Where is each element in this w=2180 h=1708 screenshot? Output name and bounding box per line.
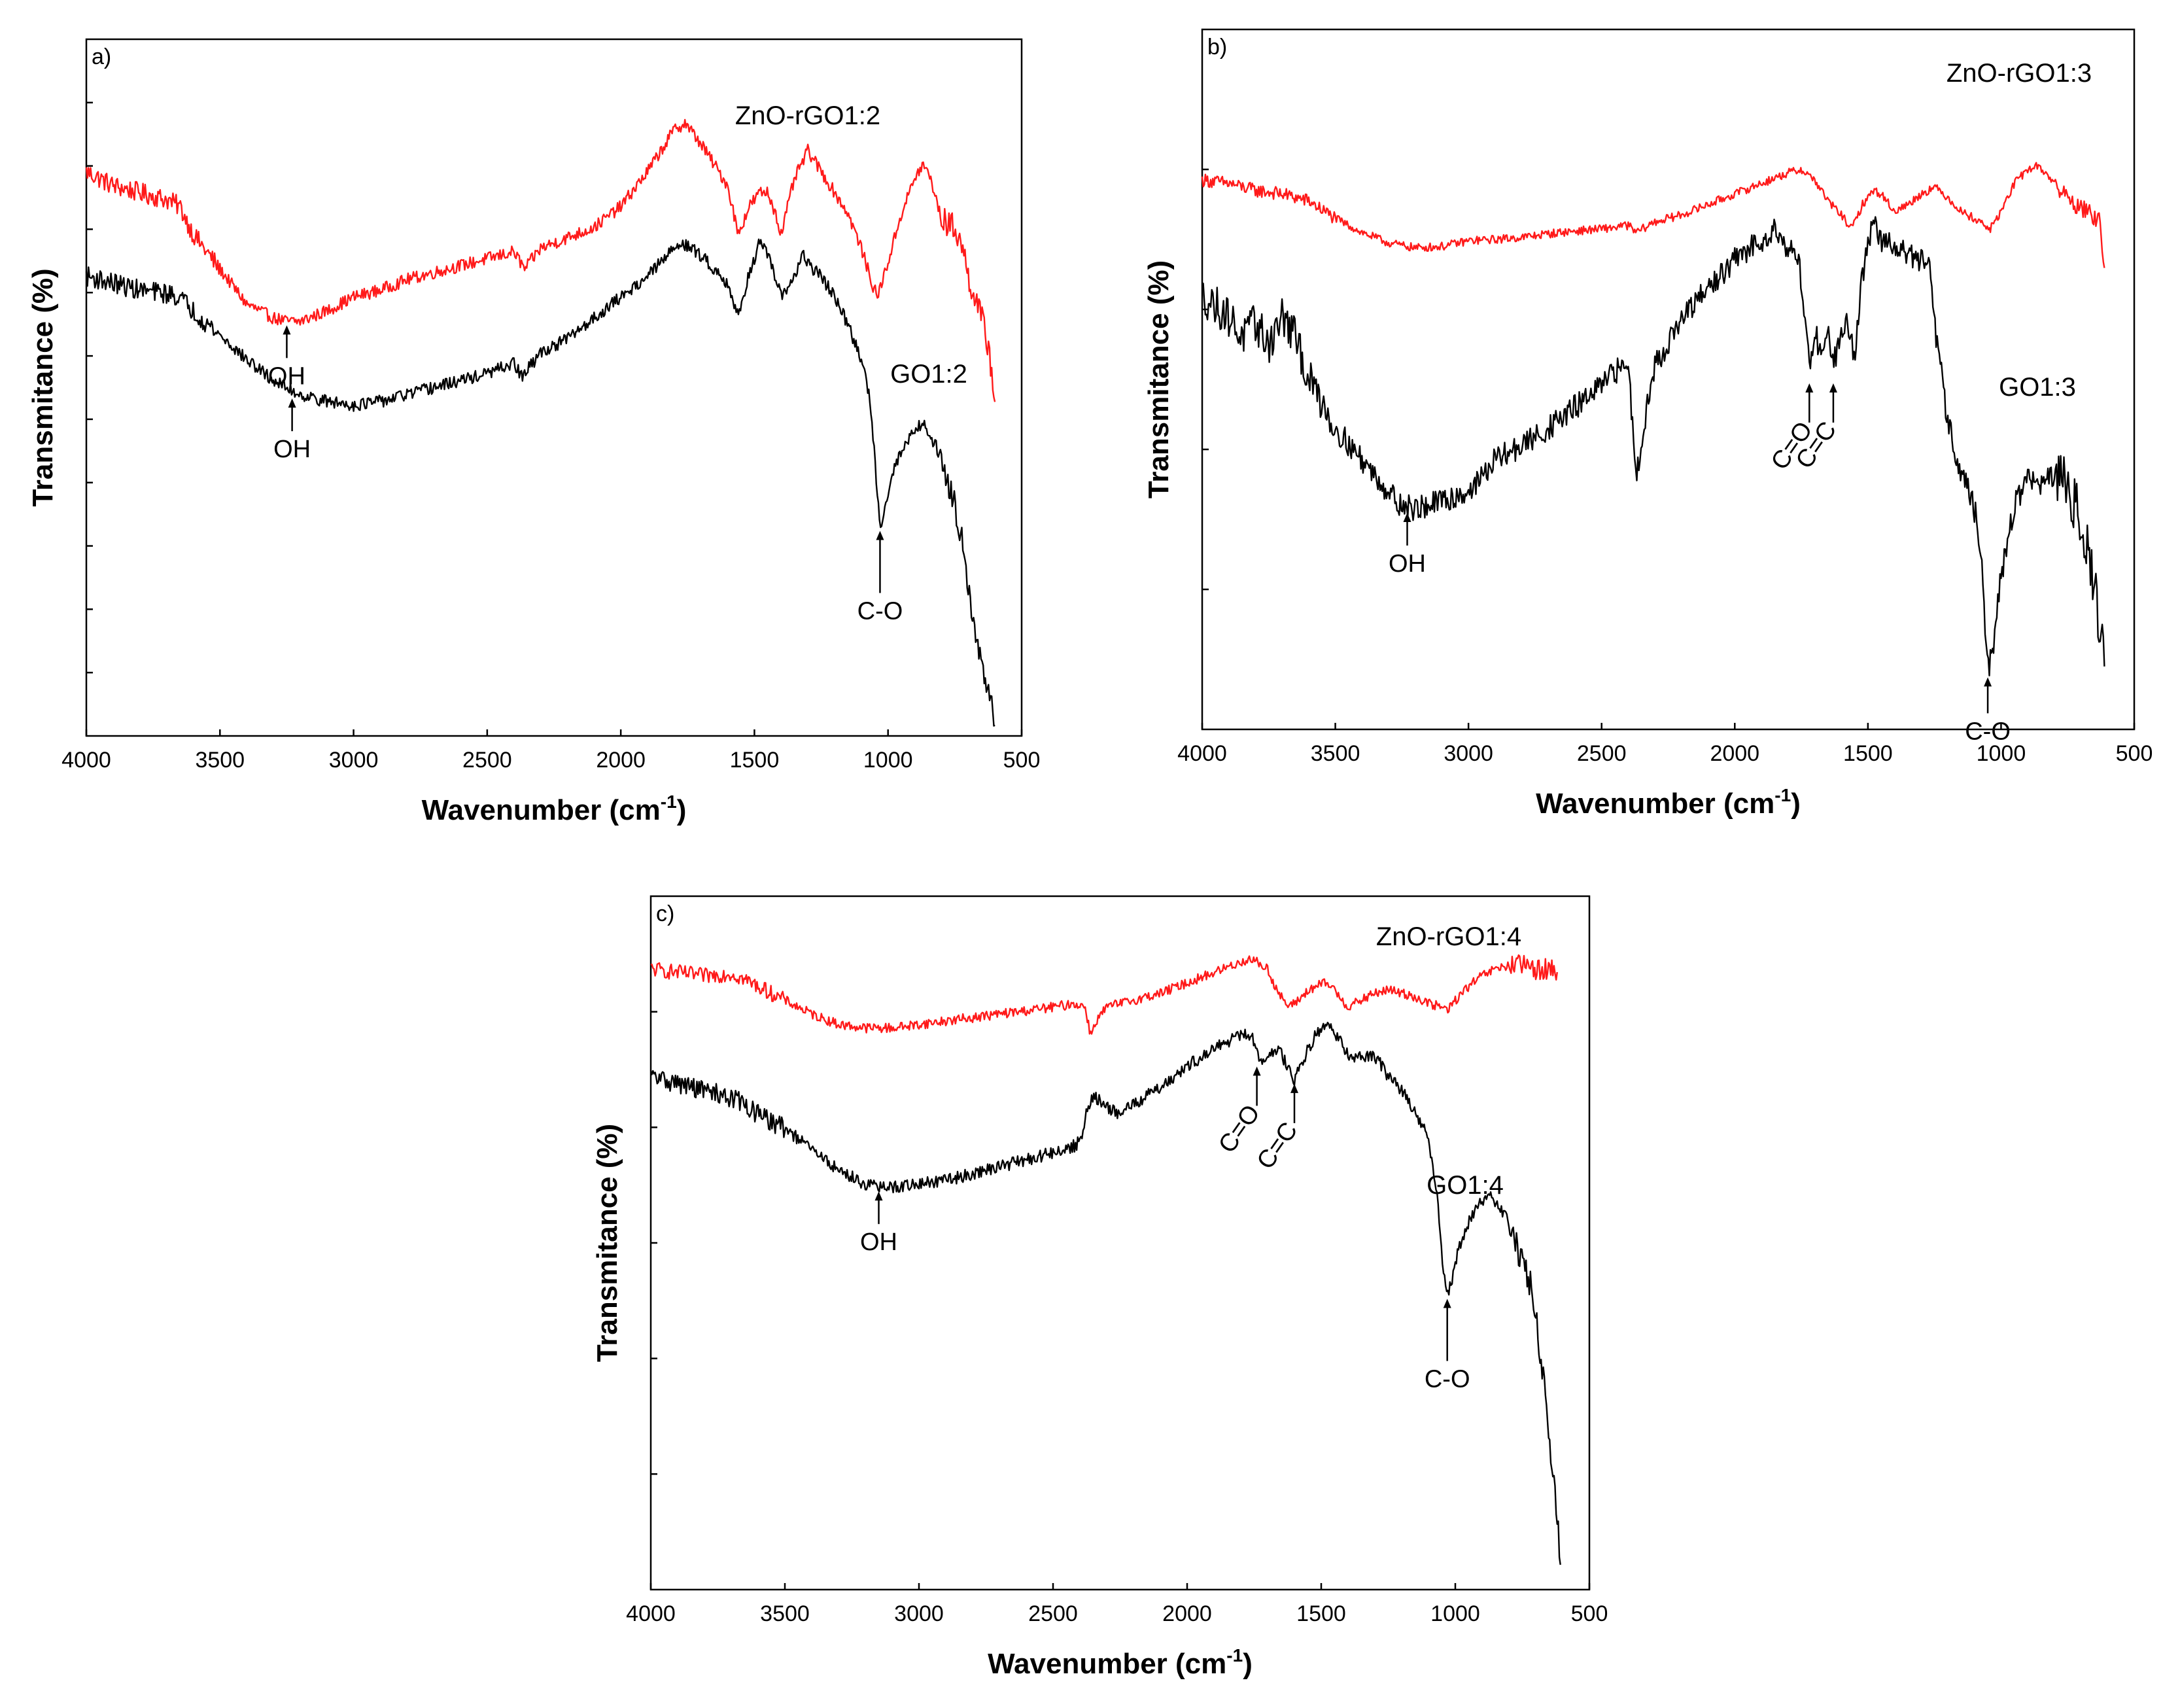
y-axis-title: Transmitance (%) bbox=[27, 268, 59, 506]
series-label: GO1:3 bbox=[1999, 373, 2076, 402]
x-tick-label: 2500 bbox=[462, 748, 512, 773]
x-tick-label: 2500 bbox=[1577, 741, 1627, 766]
annotation-arrowhead bbox=[876, 531, 884, 540]
panel-label: a) bbox=[92, 44, 111, 69]
x-tick-label: 500 bbox=[2116, 741, 2153, 766]
series-label: ZnO-rGO1:3 bbox=[1946, 59, 2092, 88]
x-tick-label: 1000 bbox=[1430, 1601, 1480, 1626]
annotation-arrowhead bbox=[283, 325, 291, 335]
annotation-label: OH bbox=[860, 1229, 897, 1256]
series-line-zno-rgo1-3 bbox=[1201, 162, 2105, 268]
x-tick-label: 1500 bbox=[730, 748, 780, 773]
x-tick-label: 500 bbox=[1571, 1601, 1608, 1626]
x-tick-label: 4000 bbox=[626, 1601, 676, 1626]
x-tick-label: 1500 bbox=[1296, 1601, 1346, 1626]
series-label: GO1:4 bbox=[1427, 1171, 1504, 1200]
annotation-label: OH bbox=[273, 436, 311, 463]
panel-c: 4000 3500 3000 2500 2000 1500 1000 500 c) Wavenum… bbox=[591, 895, 1608, 1680]
x-tick-label: 2000 bbox=[1710, 741, 1759, 766]
x-tick-label: 2500 bbox=[1028, 1601, 1078, 1626]
series-line-zno-rgo1-4 bbox=[650, 954, 1558, 1035]
panel-a: 4000 3500 3000 2500 2000 1500 1000 500 a) Wavenum… bbox=[27, 38, 1041, 826]
x-tick-label: 3500 bbox=[760, 1601, 810, 1626]
x-tick-label: 4000 bbox=[1177, 741, 1227, 766]
panel-b: 4000 3500 3000 2500 2000 1500 1000 500 b) Wavenum… bbox=[1143, 28, 2153, 820]
x-tick-label: 1500 bbox=[1843, 741, 1893, 766]
x-tick-label: 4000 bbox=[61, 748, 111, 773]
x-axis-title: Wavenumber (cm-1) bbox=[988, 1645, 1253, 1680]
x-tick-label: 1000 bbox=[1977, 741, 2026, 766]
annotation-label: C-O bbox=[1425, 1366, 1470, 1393]
annotation-arrowhead bbox=[1829, 383, 1837, 392]
annotation-label: OH bbox=[268, 362, 305, 390]
x-tick-label: 3000 bbox=[329, 748, 379, 773]
x-tick-label: 3500 bbox=[1311, 741, 1360, 766]
annotation-arrowhead bbox=[1443, 1298, 1451, 1308]
x-tick-label: 3000 bbox=[894, 1601, 944, 1626]
plot-frame bbox=[85, 38, 1023, 737]
x-axis-title: Wavenumber (cm-1) bbox=[1536, 785, 1801, 820]
annotation-arrowhead bbox=[1403, 512, 1411, 522]
panel-label: c) bbox=[656, 901, 674, 926]
y-axis-title: Transmitance (%) bbox=[591, 1124, 623, 1362]
series-line-go1-2 bbox=[85, 238, 995, 727]
annotation-arrowhead bbox=[288, 398, 296, 408]
x-tick-label: 2000 bbox=[596, 748, 646, 773]
x-tick-label: 500 bbox=[1003, 748, 1041, 773]
annotation-label: OH bbox=[1389, 550, 1426, 578]
annotation-label: C=C bbox=[1252, 1117, 1304, 1174]
annotation-arrowhead bbox=[1984, 677, 1992, 687]
x-tick-label: 3500 bbox=[195, 748, 245, 773]
annotation-arrowhead bbox=[1253, 1066, 1261, 1076]
x-tick-label: 3000 bbox=[1444, 741, 1493, 766]
series-label: ZnO-rGO1:2 bbox=[735, 101, 880, 130]
annotation-arrowhead bbox=[1290, 1083, 1298, 1093]
x-tick-label: 2000 bbox=[1162, 1601, 1212, 1626]
series-line-go1-3 bbox=[1202, 216, 2105, 677]
annotation-label: C-O bbox=[857, 598, 903, 625]
annotation-arrowhead bbox=[874, 1191, 883, 1201]
series-label: GO1:2 bbox=[890, 360, 967, 389]
series-line-go1-4 bbox=[649, 1021, 1561, 1565]
x-axis-title: Wavenumber (cm-1) bbox=[422, 792, 687, 826]
panel-label: b) bbox=[1207, 35, 1227, 60]
x-tick-label: 1000 bbox=[863, 748, 913, 773]
plot-frame bbox=[1201, 28, 2136, 731]
series-line-zno-rgo1-2 bbox=[85, 118, 996, 402]
series-label: ZnO-rGO1:4 bbox=[1376, 922, 1521, 951]
y-axis-title: Transmitance (%) bbox=[1143, 260, 1175, 498]
annotation-label: C-O bbox=[1965, 718, 2011, 745]
annotation-arrowhead bbox=[1805, 383, 1814, 392]
